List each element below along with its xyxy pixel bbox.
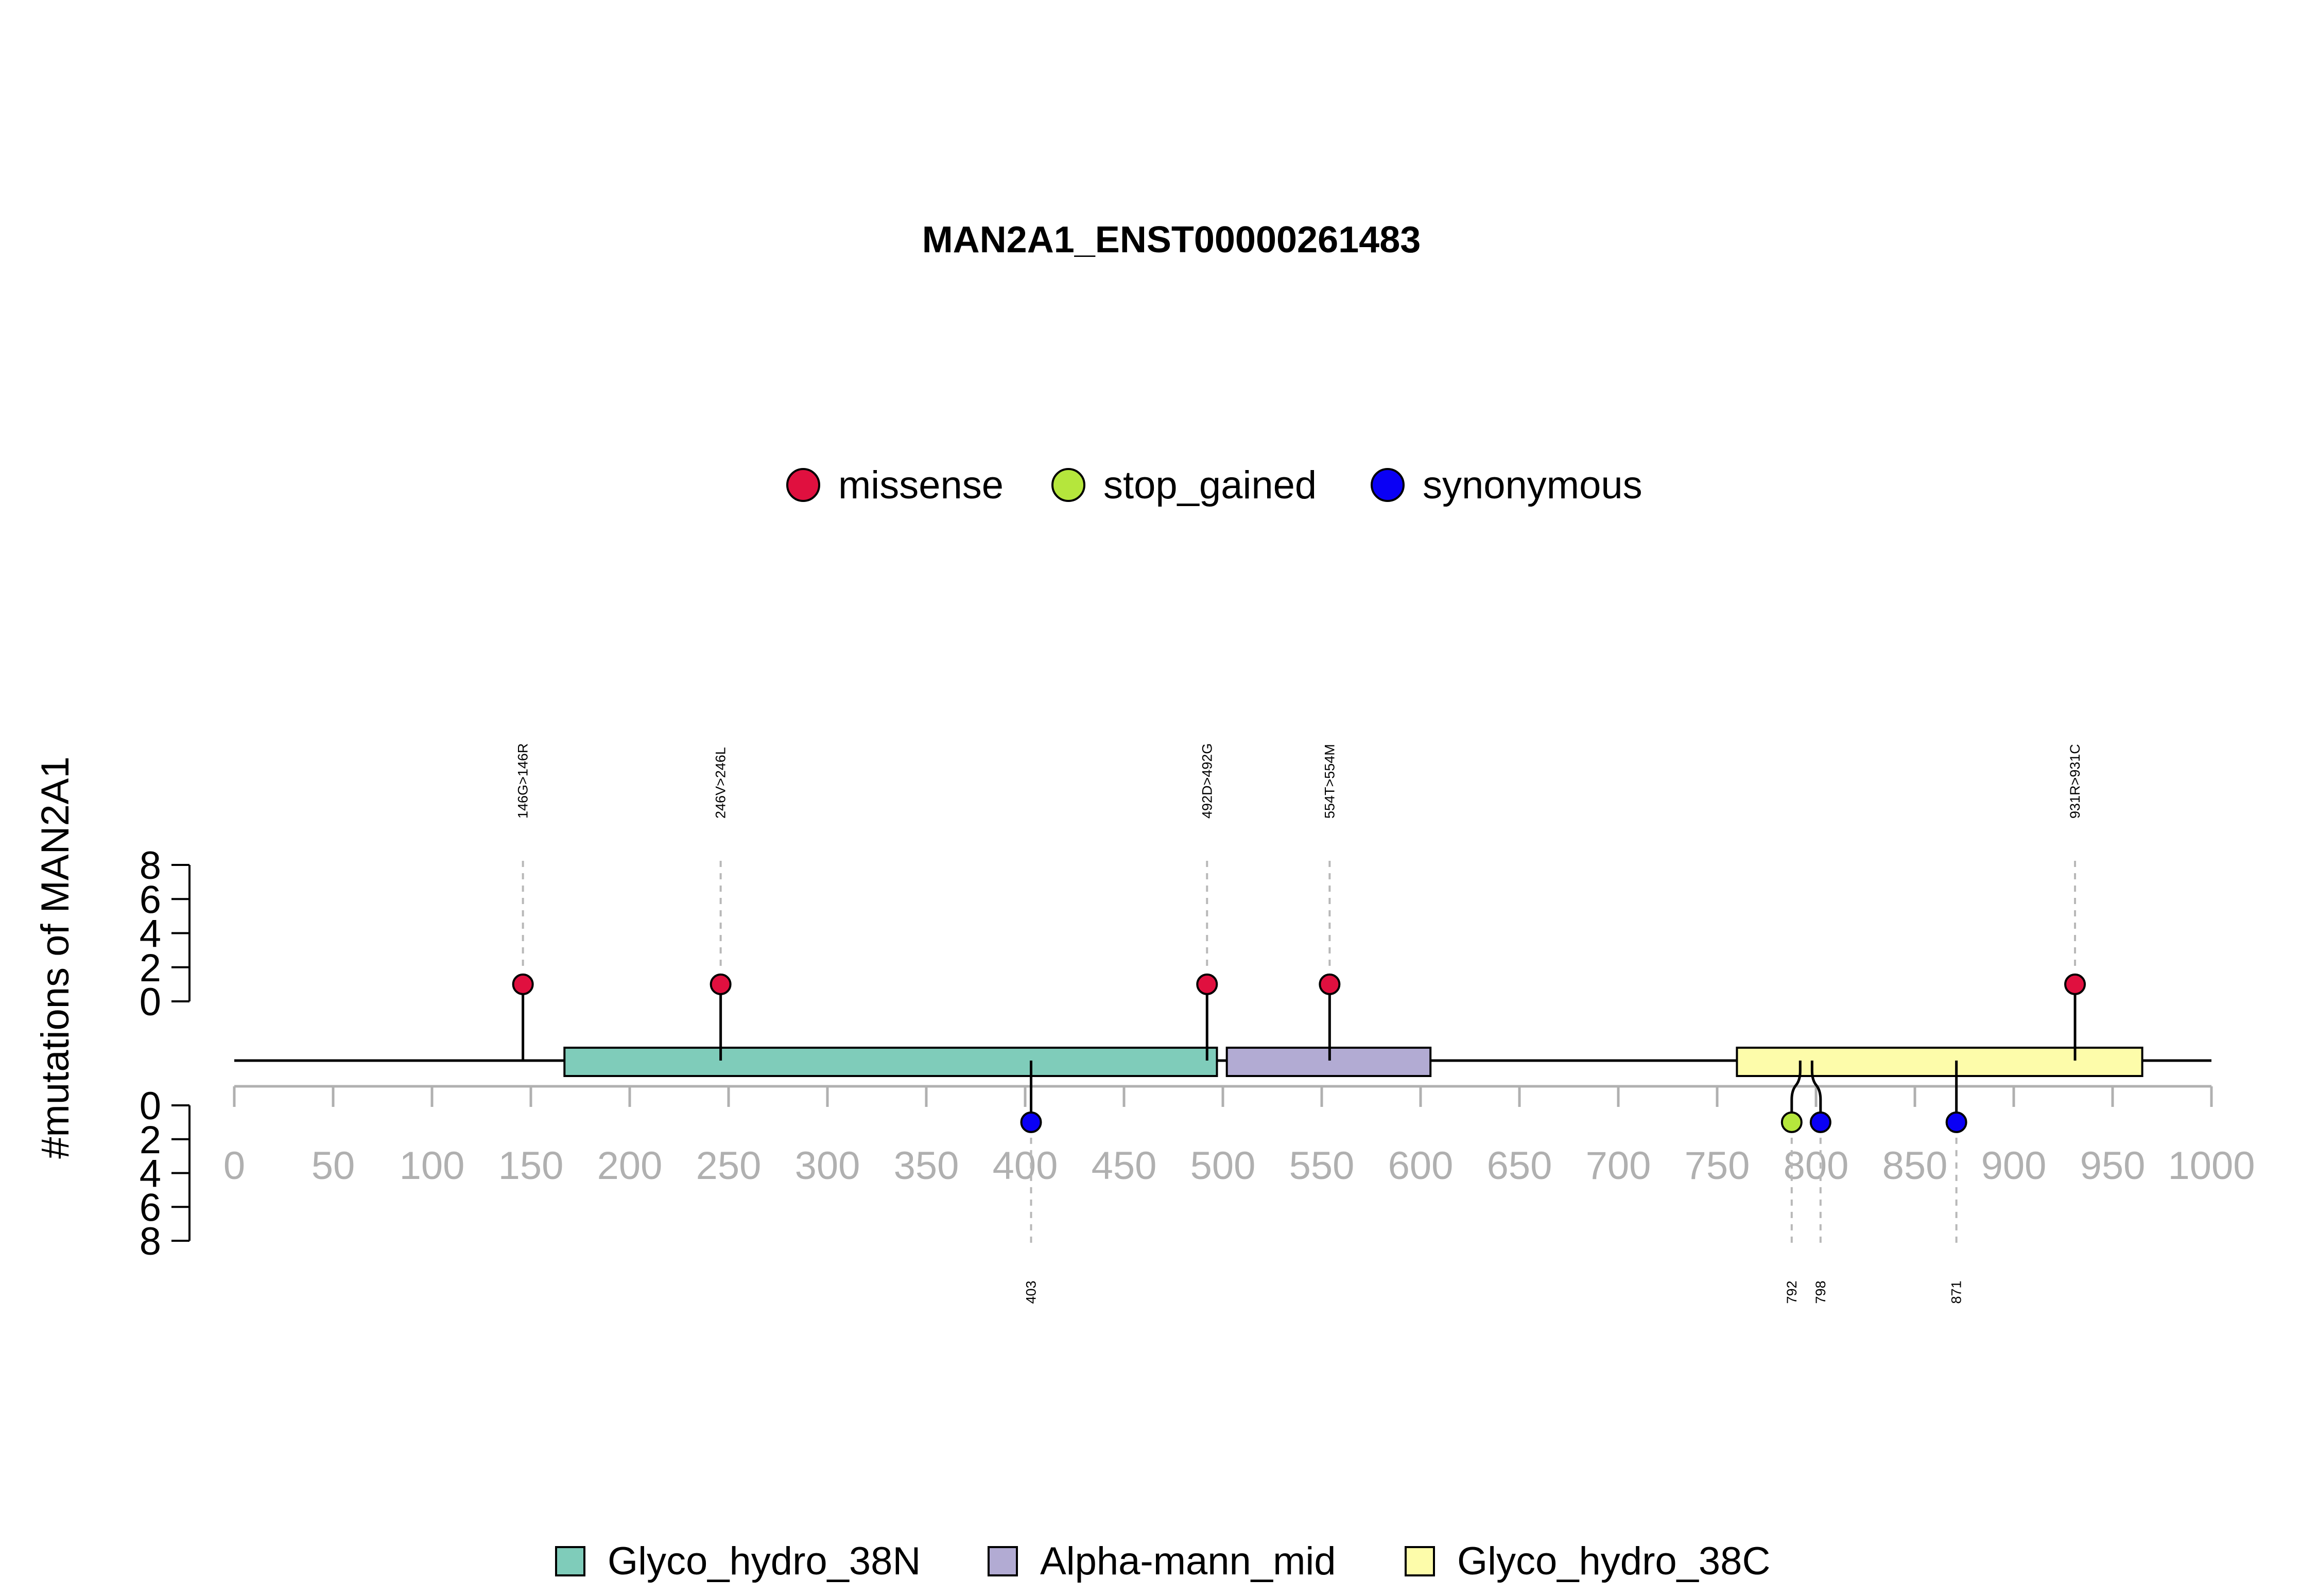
legend-label-synonymous: synonymous bbox=[1423, 463, 1642, 507]
mutation-label-792: 792 bbox=[1784, 1280, 1800, 1304]
x-tick-label-850: 850 bbox=[1882, 1144, 1948, 1188]
mutation-point-146 bbox=[512, 973, 534, 995]
mutation-label-931: 931R>931C bbox=[2067, 744, 2083, 819]
y-axis-top-tick-label-6: 6 bbox=[140, 878, 161, 922]
y-axis-top-tick-label-4: 4 bbox=[140, 912, 161, 956]
legend-label-missense: missense bbox=[838, 463, 1004, 507]
x-tick-label-400: 400 bbox=[993, 1144, 1058, 1188]
y-axis-bottom-tick-label-4: 4 bbox=[140, 1152, 161, 1196]
mutation-layer: 146G>146R 246V>246L 492D>492G 554T>554M 931R… bbox=[512, 743, 2086, 1304]
mutation-point-492 bbox=[1196, 973, 1218, 995]
mutation-point-554 bbox=[1319, 973, 1341, 995]
domain-legend-label-Glyco_hydro_38C: Glyco_hydro_38C bbox=[1457, 1539, 1770, 1583]
y-axis-bottom-tick-label-2: 2 bbox=[140, 1118, 161, 1162]
y-axis-label: #mutations of MAN2A1 bbox=[33, 756, 77, 1159]
mutation-point-931 bbox=[2064, 973, 2086, 995]
x-tick-label-950: 950 bbox=[2080, 1144, 2146, 1188]
mutation-point-403 bbox=[1020, 1111, 1042, 1133]
x-tick-label-500: 500 bbox=[1190, 1144, 1256, 1188]
x-tick-label-900: 900 bbox=[1981, 1144, 2047, 1188]
x-tick-label-1000: 1000 bbox=[2168, 1144, 2255, 1188]
domain-legend: Glyco_hydro_38N Alpha-mann_mid Glyco_hydro… bbox=[555, 1539, 1770, 1583]
legend-marker-synonymous bbox=[1371, 468, 1405, 502]
domain-legend-marker-Glyco_hydro_38N bbox=[555, 1546, 585, 1576]
mutation-point-798 bbox=[1809, 1111, 1831, 1133]
x-tick-label-650: 650 bbox=[1487, 1144, 1552, 1188]
mutation-point-871 bbox=[1945, 1111, 1967, 1133]
mutation-stem-798 bbox=[1810, 1061, 1822, 1122]
mutation-label-246: 246V>246L bbox=[713, 747, 729, 819]
x-tick-label-550: 550 bbox=[1289, 1144, 1355, 1188]
mutation-label-798: 798 bbox=[1813, 1280, 1828, 1304]
mutation-label-871: 871 bbox=[1949, 1280, 1964, 1304]
mutation-label-403: 403 bbox=[1024, 1280, 1039, 1304]
domain-legend-label-Alpha-mann_mid: Alpha-mann_mid bbox=[1040, 1539, 1336, 1583]
mutation-type-legend: missense stop_gained synonymous bbox=[786, 463, 1642, 507]
y-axis-top-tick-label-2: 2 bbox=[140, 946, 161, 990]
x-tick-label-150: 150 bbox=[498, 1144, 564, 1188]
domain-legend-marker-Glyco_hydro_38C bbox=[1405, 1546, 1435, 1576]
x-tick-label-750: 750 bbox=[1685, 1144, 1750, 1188]
y-axis-bottom-tick-label-6: 6 bbox=[140, 1186, 161, 1229]
y-axis-top-tick-label-8: 8 bbox=[140, 844, 161, 888]
x-tick-label-100: 100 bbox=[400, 1144, 465, 1188]
x-tick-label-700: 700 bbox=[1586, 1144, 1651, 1188]
mutation-label-146: 146G>146R bbox=[515, 743, 531, 819]
domain-legend-label-Glyco_hydro_38N: Glyco_hydro_38N bbox=[608, 1539, 921, 1583]
domain-Glyco_hydro_38C bbox=[1736, 1047, 2143, 1077]
x-tick-label-800: 800 bbox=[1784, 1144, 1849, 1188]
domain-legend-marker-Alpha-mann_mid bbox=[988, 1546, 1018, 1576]
y-axis-bottom-tick-label-0: 0 bbox=[140, 1084, 161, 1128]
mutation-label-492: 492D>492G bbox=[1199, 743, 1215, 819]
domain-Glyco_hydro_38N bbox=[563, 1047, 1218, 1077]
mutation-point-792 bbox=[1780, 1111, 1803, 1133]
x-axis: 0 50 100 150 200 250 300 350 400 450 500 550 600 650 7… bbox=[223, 1085, 2255, 1188]
x-tick-label-0: 0 bbox=[223, 1144, 245, 1188]
x-tick-label-250: 250 bbox=[696, 1144, 762, 1188]
y-axis-bottom-tick-label-8: 8 bbox=[140, 1220, 161, 1263]
y-axis-top-tick-label-0: 0 bbox=[140, 980, 161, 1024]
x-tick-label-350: 350 bbox=[894, 1144, 959, 1188]
x-tick-label-600: 600 bbox=[1388, 1144, 1454, 1188]
legend-marker-stop_gained bbox=[1051, 468, 1085, 502]
domain-layer bbox=[563, 1047, 2143, 1077]
chart-title: MAN2A1_ENST00000261483 bbox=[922, 219, 1421, 261]
mutation-point-246 bbox=[710, 973, 732, 995]
x-tick-label-450: 450 bbox=[1092, 1144, 1157, 1188]
legend-marker-missense bbox=[786, 468, 820, 502]
mutation-stem-792 bbox=[1790, 1061, 1802, 1122]
x-tick-label-50: 50 bbox=[312, 1144, 355, 1188]
x-tick-label-200: 200 bbox=[597, 1144, 663, 1188]
mutation-label-554: 554T>554M bbox=[1322, 744, 1337, 819]
legend-label-stop_gained: stop_gained bbox=[1103, 463, 1317, 507]
x-tick-label-300: 300 bbox=[795, 1144, 860, 1188]
